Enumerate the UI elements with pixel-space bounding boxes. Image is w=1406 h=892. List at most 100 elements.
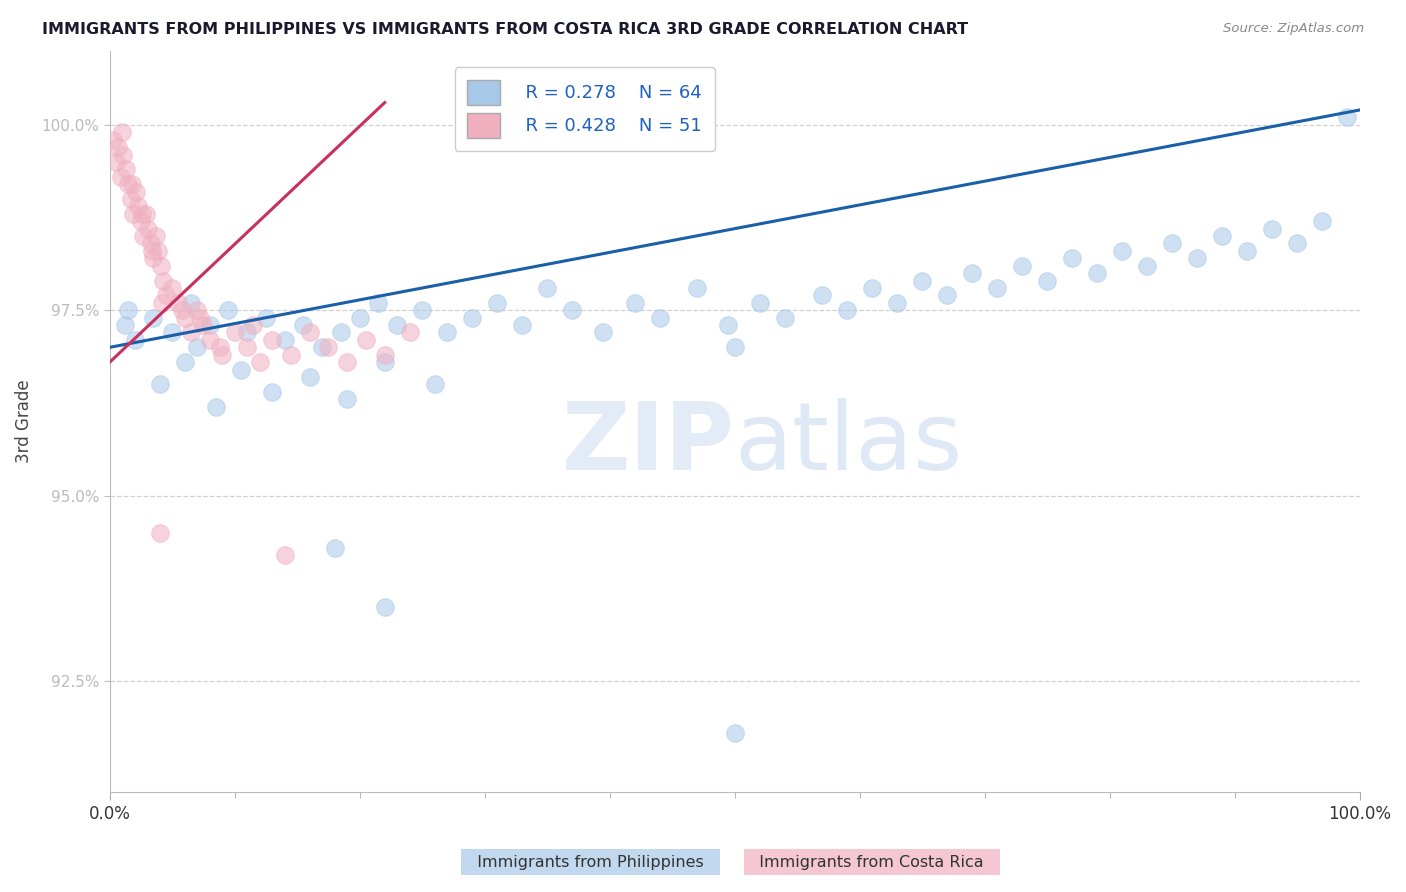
Point — [398, 326, 420, 340]
Point — [510, 318, 533, 332]
Point — [323, 541, 346, 555]
Point — [336, 392, 359, 407]
Point — [188, 310, 211, 325]
Point — [811, 288, 834, 302]
Point — [1285, 236, 1308, 251]
Point — [173, 355, 195, 369]
Point — [262, 384, 284, 399]
Point — [149, 525, 172, 540]
Point — [723, 726, 745, 740]
Point — [121, 177, 143, 191]
Point — [103, 133, 125, 147]
Point — [367, 295, 389, 310]
Text: Immigrants from Philippines: Immigrants from Philippines — [467, 855, 714, 870]
Point — [318, 340, 340, 354]
Point — [486, 295, 509, 310]
Point — [236, 340, 259, 354]
Point — [125, 185, 148, 199]
Point — [107, 140, 129, 154]
Point — [122, 207, 145, 221]
Point — [117, 177, 139, 191]
Point — [385, 318, 408, 332]
Point — [1211, 229, 1233, 244]
Point — [1185, 252, 1208, 266]
Point — [423, 377, 446, 392]
Point — [198, 318, 221, 332]
Point — [242, 318, 264, 332]
Point — [186, 303, 208, 318]
Point — [1060, 252, 1083, 266]
Point — [592, 326, 614, 340]
Point — [167, 295, 190, 310]
Point — [142, 310, 165, 325]
Point — [311, 340, 333, 354]
Text: Immigrants from Costa Rica: Immigrants from Costa Rica — [749, 855, 994, 870]
Point — [298, 370, 321, 384]
Point — [349, 310, 371, 325]
Point — [717, 318, 740, 332]
Point — [152, 274, 174, 288]
Point — [205, 400, 228, 414]
Point — [374, 599, 396, 614]
Point — [180, 326, 202, 340]
Point — [1161, 236, 1184, 251]
Point — [1136, 259, 1159, 273]
Point — [329, 326, 352, 340]
Point — [128, 199, 150, 213]
Point — [112, 147, 135, 161]
Text: atlas: atlas — [734, 398, 963, 490]
Point — [162, 281, 184, 295]
Point — [150, 295, 173, 310]
Y-axis label: 3rd Grade: 3rd Grade — [15, 380, 32, 463]
Point — [1036, 274, 1059, 288]
Point — [149, 377, 172, 392]
Point — [110, 169, 132, 184]
Point — [461, 310, 484, 325]
Point — [124, 333, 146, 347]
Point — [748, 295, 770, 310]
Point — [150, 259, 173, 273]
Point — [723, 340, 745, 354]
Point — [155, 288, 177, 302]
Point — [280, 348, 302, 362]
Point — [198, 333, 221, 347]
Legend:   R = 0.278    N = 64,   R = 0.428    N = 51: R = 0.278 N = 64, R = 0.428 N = 51 — [454, 67, 714, 151]
Point — [145, 229, 167, 244]
Point — [561, 303, 583, 318]
Point — [1261, 221, 1284, 235]
Point — [186, 340, 208, 354]
Point — [120, 192, 142, 206]
Point — [960, 266, 983, 280]
Point — [208, 340, 231, 354]
Point — [686, 281, 709, 295]
Point — [273, 333, 295, 347]
Point — [1011, 259, 1033, 273]
Point — [148, 244, 170, 258]
Point — [986, 281, 1008, 295]
Text: Source: ZipAtlas.com: Source: ZipAtlas.com — [1223, 22, 1364, 36]
Point — [115, 162, 138, 177]
Point — [249, 355, 271, 369]
Point — [773, 310, 796, 325]
Point — [298, 326, 321, 340]
Point — [374, 348, 396, 362]
Point — [262, 333, 284, 347]
Text: ZIP: ZIP — [562, 398, 734, 490]
Text: IMMIGRANTS FROM PHILIPPINES VS IMMIGRANTS FROM COSTA RICA 3RD GRADE CORRELATION : IMMIGRANTS FROM PHILIPPINES VS IMMIGRANT… — [42, 22, 969, 37]
Point — [218, 303, 240, 318]
Point — [1236, 244, 1258, 258]
Point — [211, 348, 233, 362]
Point — [835, 303, 858, 318]
Point — [162, 326, 184, 340]
Point — [1085, 266, 1108, 280]
Point — [354, 333, 377, 347]
Point — [193, 318, 215, 332]
Point — [336, 355, 359, 369]
Point — [936, 288, 959, 302]
Point — [536, 281, 558, 295]
Point — [111, 125, 134, 139]
Point — [1310, 214, 1333, 228]
Point — [180, 295, 202, 310]
Point — [139, 236, 162, 251]
Point — [292, 318, 315, 332]
